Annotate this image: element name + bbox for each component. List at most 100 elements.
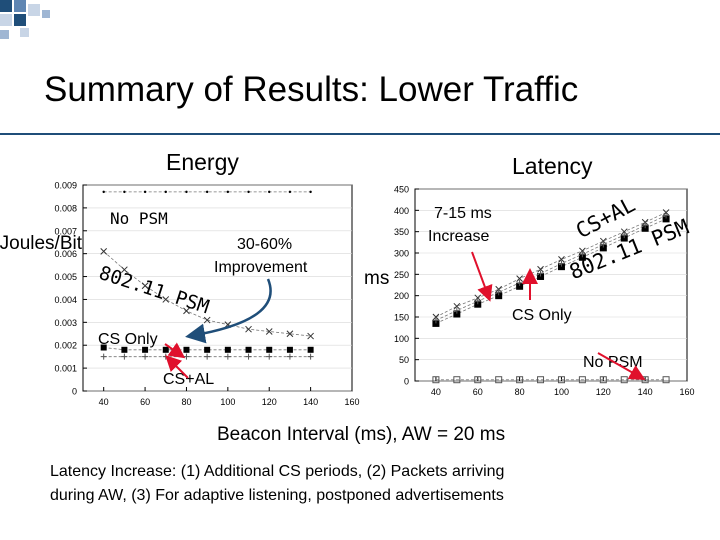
x-tick-label: 80 bbox=[515, 387, 525, 397]
x-tick-label: 40 bbox=[99, 397, 109, 407]
decor-square bbox=[28, 4, 40, 16]
data-point-no-psm bbox=[226, 190, 230, 194]
y-tick-label: 50 bbox=[399, 355, 409, 365]
decor-square bbox=[0, 0, 12, 12]
data-point-no-psm bbox=[557, 376, 565, 384]
data-point-cs-al bbox=[663, 212, 670, 219]
y-tick-label: 100 bbox=[394, 334, 409, 344]
data-point-802-11-psm bbox=[620, 228, 628, 236]
data-point-cs-only bbox=[662, 215, 670, 223]
cs-al-arrow-energy bbox=[165, 355, 189, 379]
data-point-cs-al bbox=[432, 317, 439, 324]
data-point-no-psm bbox=[143, 190, 147, 194]
data-point-no-psm bbox=[432, 376, 440, 384]
x-tick-label: 40 bbox=[431, 387, 441, 397]
energy-y-axis-label: Joules/Bit bbox=[0, 233, 82, 254]
data-point-cs-only bbox=[142, 346, 149, 353]
energy-heading: Energy bbox=[166, 149, 239, 175]
decor-square bbox=[14, 14, 26, 26]
y-tick-label: 150 bbox=[394, 313, 409, 323]
data-point-cs-only bbox=[183, 346, 190, 353]
data-point-802-11-psm bbox=[307, 332, 314, 340]
y-tick-label: 0.009 bbox=[54, 181, 77, 191]
x-tick-label: 140 bbox=[638, 387, 653, 397]
y-tick-label: 0.003 bbox=[54, 318, 77, 328]
data-point-no-psm bbox=[453, 376, 461, 384]
data-point-no-psm bbox=[185, 190, 188, 194]
data-point-802-11-psm bbox=[265, 328, 273, 335]
data-point-cs-al bbox=[100, 353, 107, 360]
data-point-cs-only bbox=[307, 346, 314, 353]
data-point-no-psm bbox=[268, 190, 271, 194]
x-tick-label: 160 bbox=[344, 397, 359, 407]
data-point-cs-al bbox=[558, 260, 565, 267]
x-tick-label: 60 bbox=[140, 397, 150, 407]
y-tick-label: 0.006 bbox=[54, 249, 77, 259]
data-point-cs-only bbox=[495, 292, 503, 300]
latency-increase-line1: 7-15 ms bbox=[434, 205, 492, 222]
data-point-cs-only bbox=[286, 346, 293, 353]
data-point-cs-al bbox=[621, 232, 628, 239]
x-axis-caption: Beacon Interval (ms), AW = 20 ms bbox=[217, 424, 506, 445]
data-point-802-11-psm bbox=[203, 316, 211, 324]
series-line-802-11-psm bbox=[103, 251, 311, 337]
data-point-cs-al bbox=[224, 353, 231, 360]
data-point-cs-only bbox=[245, 346, 252, 353]
latency-cs-only-label: CS Only bbox=[512, 307, 572, 324]
data-point-no-psm bbox=[102, 190, 105, 194]
data-point-no-psm bbox=[578, 376, 586, 384]
data-point-cs-only bbox=[453, 310, 461, 318]
data-point-cs-al bbox=[453, 307, 460, 314]
data-point-no-psm bbox=[495, 376, 503, 384]
data-point-no-psm bbox=[516, 376, 524, 384]
data-point-cs-al bbox=[495, 289, 502, 296]
data-point-cs-only bbox=[224, 346, 231, 353]
y-tick-label: 400 bbox=[394, 206, 409, 216]
data-point-no-psm bbox=[537, 376, 545, 384]
energy-improvement-line1: 30-60% bbox=[237, 236, 293, 253]
data-point-cs-al bbox=[266, 353, 273, 360]
latency-y-axis-label: ms bbox=[364, 268, 390, 289]
data-point-cs-al bbox=[642, 222, 649, 229]
data-point-no-psm bbox=[599, 376, 607, 384]
x-tick-label: 60 bbox=[473, 387, 483, 397]
energy-cs-al-label: CS+AL bbox=[163, 371, 215, 388]
data-point-cs-only bbox=[516, 282, 524, 290]
data-point-802-11-psm bbox=[183, 307, 190, 315]
energy-no-psm-label: No PSM bbox=[110, 209, 168, 228]
data-point-802-11-psm bbox=[100, 248, 108, 255]
y-tick-label: 0.001 bbox=[54, 364, 77, 374]
decor-square bbox=[0, 30, 9, 39]
data-point-cs-only bbox=[100, 344, 107, 351]
energy-improvement-line2: Improvement bbox=[214, 259, 308, 276]
y-tick-label: 300 bbox=[394, 249, 409, 259]
data-point-no-psm bbox=[474, 376, 482, 384]
data-point-cs-al bbox=[286, 353, 293, 360]
series-line-cs-only bbox=[103, 347, 311, 351]
y-tick-label: 0.008 bbox=[54, 203, 77, 213]
x-tick-label: 140 bbox=[303, 397, 318, 407]
data-point-802-11-psm bbox=[558, 256, 565, 263]
y-tick-label: 0 bbox=[72, 387, 77, 397]
energy-chart: 0 0.001 0.002 0.003 0.004 0.005 0.006 0.007 0.00… bbox=[54, 181, 359, 408]
y-tick-label: 0.004 bbox=[54, 295, 77, 305]
data-point-cs-al bbox=[204, 353, 211, 360]
x-tick-label: 80 bbox=[181, 397, 191, 407]
data-point-cs-al bbox=[307, 353, 314, 360]
data-point-no-psm bbox=[164, 190, 167, 194]
latency-increase-arrow bbox=[471, 251, 493, 302]
data-point-cs-al bbox=[537, 270, 544, 277]
y-tick-label: 200 bbox=[394, 291, 409, 301]
no-psm-arrow-latency bbox=[597, 352, 646, 380]
data-point-802-11-psm bbox=[121, 266, 128, 274]
latency-increase-line2: Increase bbox=[428, 228, 490, 245]
data-point-cs-only bbox=[121, 346, 128, 353]
data-point-no-psm bbox=[205, 190, 209, 194]
title-rule bbox=[0, 133, 720, 135]
data-point-802-11-psm bbox=[432, 313, 440, 321]
decor-square bbox=[0, 14, 12, 26]
data-point-cs-only bbox=[162, 346, 169, 353]
data-point-no-psm bbox=[662, 376, 670, 384]
y-tick-label: 0.007 bbox=[54, 226, 77, 236]
data-point-no-psm bbox=[288, 190, 292, 194]
